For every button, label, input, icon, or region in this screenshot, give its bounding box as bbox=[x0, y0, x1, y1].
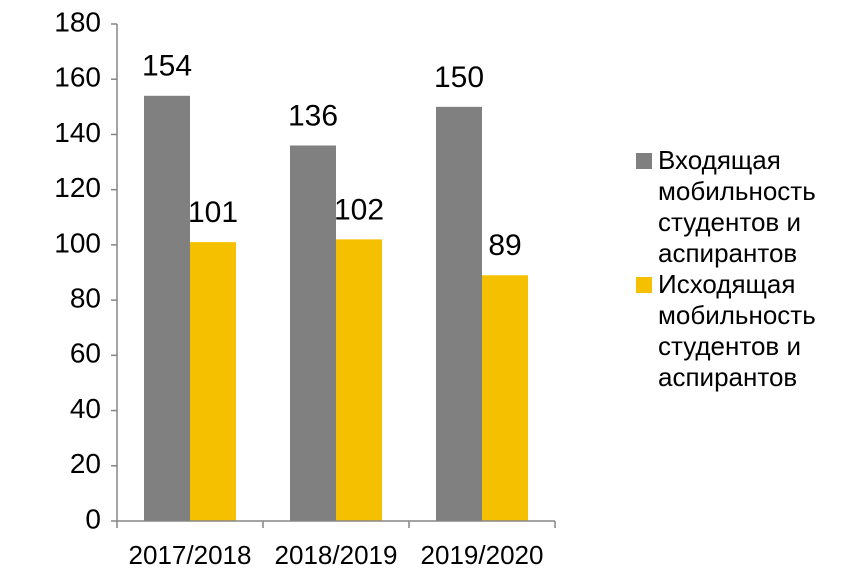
x-tick-label: 2017/2018 bbox=[129, 540, 252, 570]
y-tick-label: 20 bbox=[70, 448, 101, 479]
legend-label: Входящая мобильность студентов и аспиран… bbox=[658, 145, 816, 268]
y-tick-label: 60 bbox=[70, 338, 101, 369]
bar bbox=[482, 275, 528, 521]
legend-label: Исходящая мобильность студентов и аспира… bbox=[658, 269, 816, 392]
bar bbox=[436, 106, 482, 521]
legend: Входящая мобильность студентов и аспиран… bbox=[636, 145, 860, 393]
data-label: 89 bbox=[488, 229, 521, 262]
bar bbox=[336, 239, 382, 521]
y-tick-label: 140 bbox=[54, 117, 101, 148]
y-tick-label: 120 bbox=[54, 172, 101, 203]
data-label: 154 bbox=[142, 50, 192, 83]
legend-swatch bbox=[636, 277, 652, 293]
bar bbox=[290, 145, 336, 521]
y-tick-label: 100 bbox=[54, 227, 101, 258]
data-label: 101 bbox=[188, 196, 238, 229]
y-tick-label: 80 bbox=[70, 283, 101, 314]
bar bbox=[190, 242, 236, 521]
x-tick-label: 2019/2020 bbox=[421, 540, 544, 570]
data-label: 150 bbox=[434, 61, 484, 94]
data-label: 136 bbox=[288, 99, 338, 132]
x-tick-label: 2018/2019 bbox=[275, 540, 398, 570]
y-tick-label: 40 bbox=[70, 393, 101, 424]
y-tick-label: 0 bbox=[85, 503, 101, 534]
y-tick-label: 180 bbox=[54, 6, 101, 37]
data-label: 102 bbox=[334, 193, 384, 226]
y-tick-label: 160 bbox=[54, 62, 101, 93]
legend-swatch bbox=[636, 153, 652, 169]
legend-item: Исходящая мобильность студентов и аспира… bbox=[636, 269, 860, 393]
legend-item: Входящая мобильность студентов и аспиран… bbox=[636, 145, 860, 269]
bar bbox=[144, 95, 190, 522]
